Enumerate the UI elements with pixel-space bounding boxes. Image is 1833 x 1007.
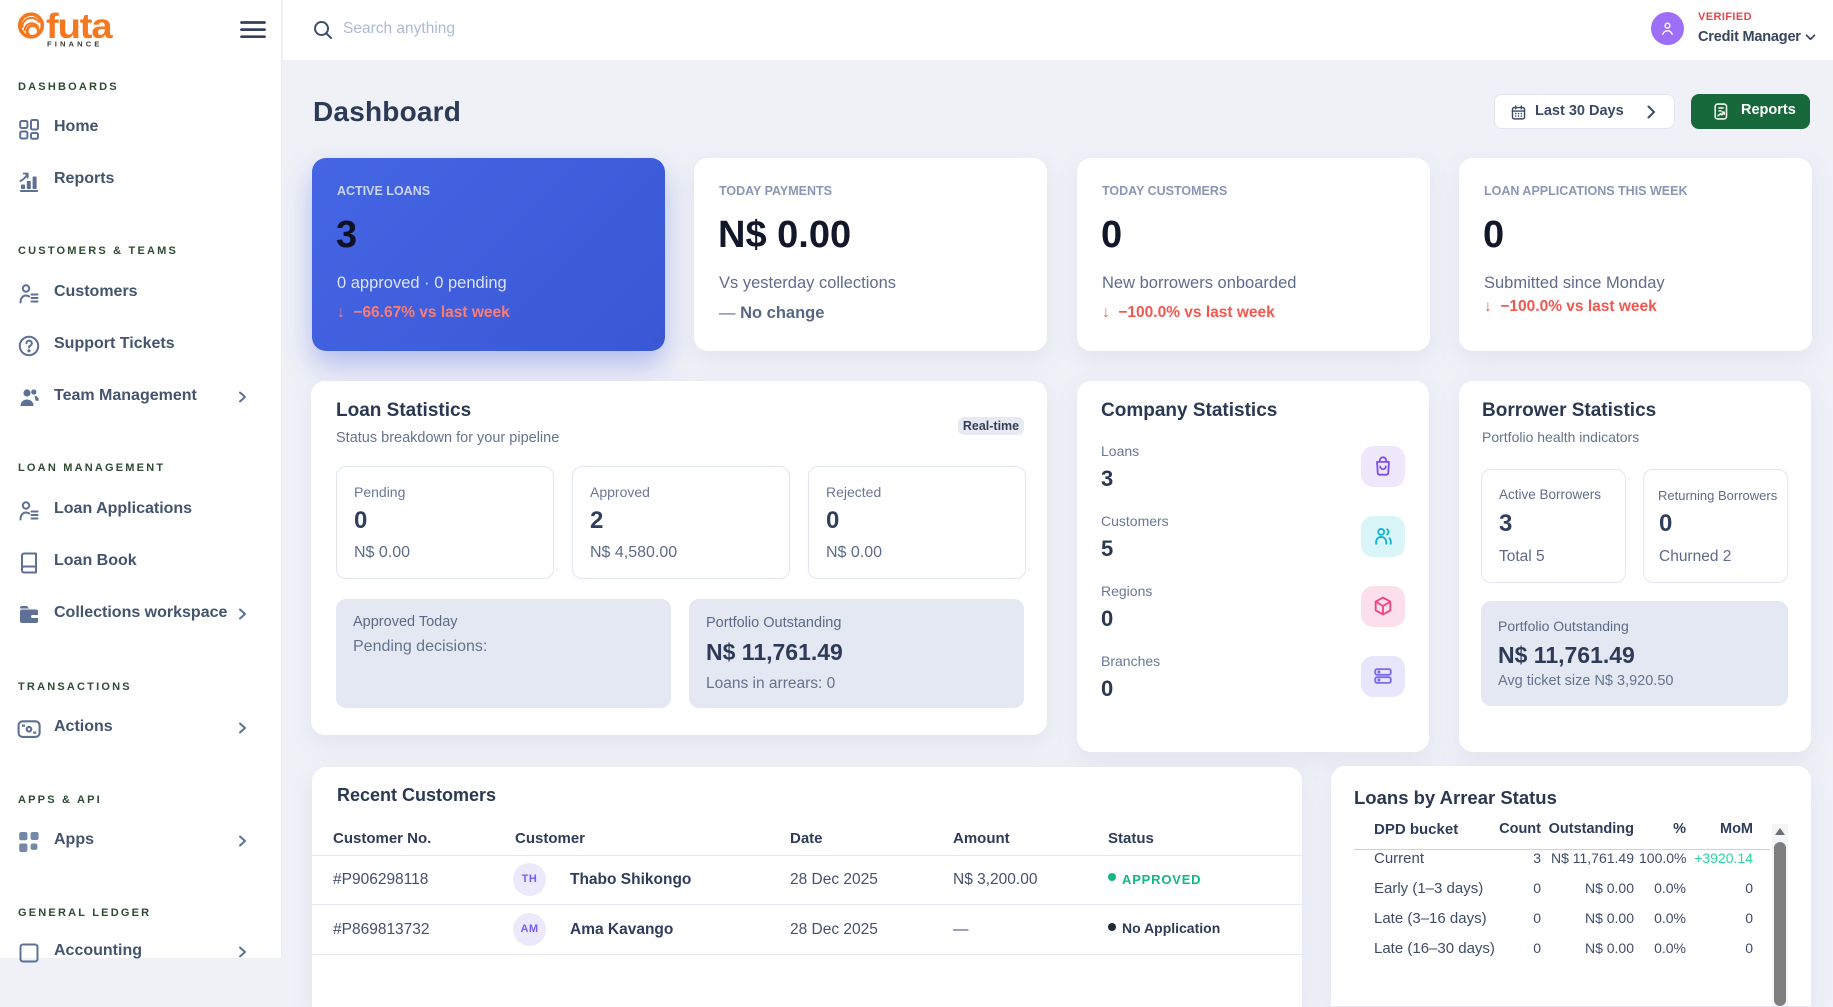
svg-text:FINANCE: FINANCE <box>47 40 102 49</box>
svg-text:futa: futa <box>46 8 113 46</box>
